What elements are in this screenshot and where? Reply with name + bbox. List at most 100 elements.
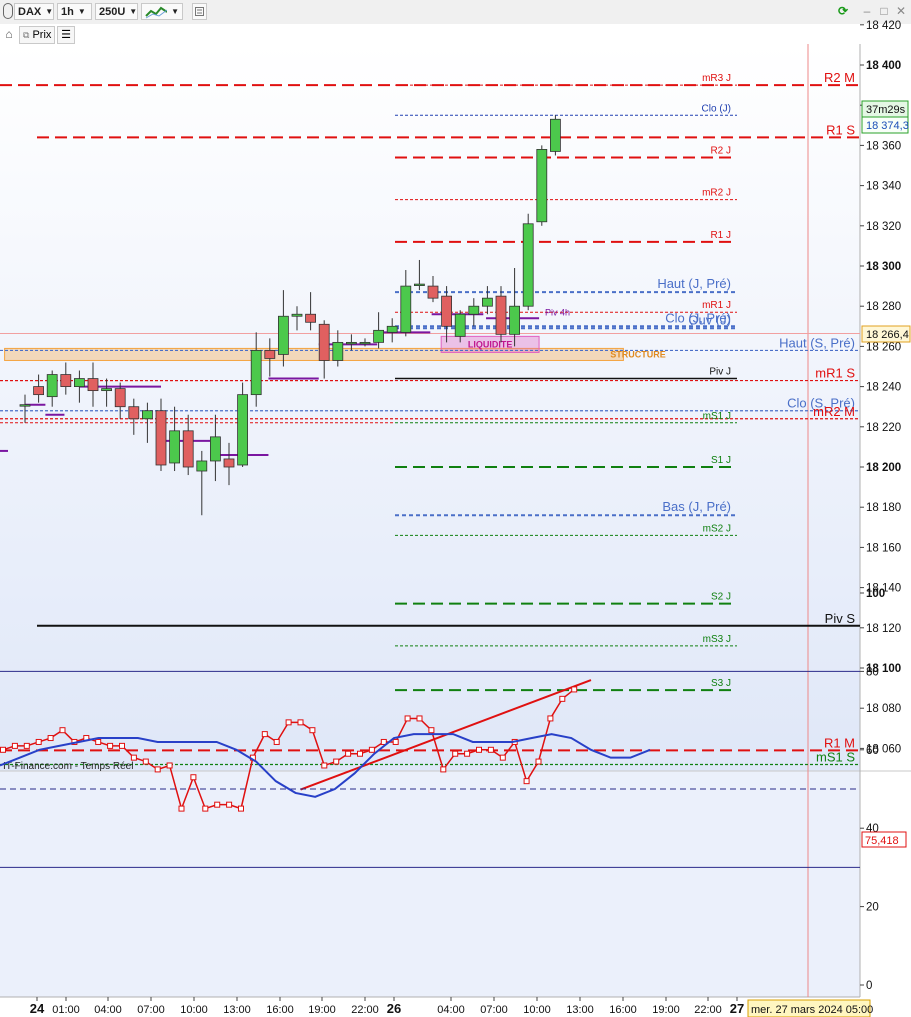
rsi-point bbox=[119, 742, 125, 749]
timeframe-label: 1h bbox=[61, 5, 74, 18]
candle[interactable] bbox=[19, 394, 31, 423]
candle[interactable] bbox=[46, 370, 58, 407]
pivot-4h-label: Piv 4h bbox=[545, 307, 570, 317]
candle[interactable] bbox=[400, 270, 412, 337]
level-major-3: mR1 S bbox=[0, 366, 860, 382]
refresh-icon[interactable]: ⟳ bbox=[837, 4, 849, 18]
candle-body bbox=[345, 341, 357, 345]
level-daily-5: Haut (J, Pré) bbox=[395, 276, 737, 294]
rsi-point bbox=[261, 731, 268, 738]
rsi-point bbox=[547, 715, 554, 722]
rsi-point bbox=[0, 746, 6, 753]
rsi-point bbox=[130, 754, 137, 761]
candle[interactable] bbox=[169, 406, 181, 472]
candle[interactable] bbox=[250, 332, 262, 407]
candle[interactable] bbox=[373, 312, 385, 349]
candle[interactable] bbox=[481, 286, 493, 315]
x-tick-label: 13:00 bbox=[566, 1004, 594, 1016]
candle[interactable] bbox=[237, 382, 249, 467]
candle[interactable] bbox=[264, 338, 276, 377]
minimize-icon[interactable]: – bbox=[863, 4, 871, 18]
candle[interactable] bbox=[209, 414, 221, 482]
candle[interactable] bbox=[509, 268, 521, 347]
candle[interactable] bbox=[359, 338, 371, 347]
candle[interactable] bbox=[155, 398, 167, 472]
candle[interactable] bbox=[60, 362, 72, 395]
rsi-point bbox=[452, 750, 459, 757]
zone-label: STRUCTURE bbox=[610, 349, 666, 359]
candle[interactable] bbox=[182, 414, 194, 476]
timeframe-select[interactable]: 1h ▼ bbox=[57, 3, 92, 20]
rsi-point bbox=[142, 758, 149, 765]
level-daily-13: mS2 J bbox=[395, 523, 737, 536]
rsi-point bbox=[464, 750, 471, 757]
candle[interactable] bbox=[223, 442, 235, 486]
rsi-last-text: 75,418 bbox=[865, 835, 899, 847]
candle[interactable] bbox=[305, 292, 317, 331]
close-icon[interactable]: ✕ bbox=[895, 4, 907, 18]
candle-body bbox=[114, 388, 126, 408]
level-label: R1 M bbox=[824, 735, 855, 750]
candle[interactable] bbox=[386, 318, 398, 343]
rsi-point bbox=[333, 758, 340, 765]
candle-body bbox=[60, 374, 72, 388]
rsi-point bbox=[47, 735, 54, 742]
candle[interactable] bbox=[495, 286, 507, 343]
link-icon: ⧉ bbox=[23, 30, 30, 40]
rsi-point bbox=[357, 750, 363, 757]
candle[interactable] bbox=[345, 334, 357, 351]
properties-button[interactable] bbox=[192, 3, 207, 20]
candle[interactable] bbox=[427, 276, 439, 303]
rsi-point bbox=[190, 774, 197, 781]
rsi-tick-label: 100 bbox=[866, 588, 885, 600]
candle[interactable] bbox=[468, 298, 480, 327]
candle[interactable] bbox=[318, 320, 330, 379]
candle[interactable] bbox=[87, 362, 99, 407]
candle[interactable] bbox=[441, 286, 453, 343]
candle[interactable] bbox=[291, 306, 303, 331]
level-label: mR1 J bbox=[702, 300, 731, 311]
price-panel-bg bbox=[0, 44, 860, 771]
bars-select[interactable]: 250U ▼ bbox=[95, 3, 138, 20]
candle[interactable] bbox=[128, 398, 140, 435]
level-label: R1 J bbox=[710, 230, 731, 241]
candle-body bbox=[209, 436, 221, 462]
candle-body bbox=[359, 341, 371, 345]
candle[interactable] bbox=[196, 450, 208, 516]
x-tick-label: 04:00 bbox=[94, 1004, 122, 1016]
drawing-tool-icon[interactable]: ⌂ bbox=[5, 27, 13, 41]
indicator-button[interactable]: ▼ bbox=[141, 3, 183, 20]
candle-body bbox=[87, 378, 99, 392]
candle[interactable] bbox=[522, 213, 534, 311]
candle[interactable] bbox=[536, 145, 548, 226]
x-axis: 24 01:00 04:00 07:00 10:00 13:00 16:00 19:00 22:… bbox=[30, 997, 744, 1016]
candle-body bbox=[155, 410, 167, 466]
candle-body bbox=[318, 323, 330, 361]
rsi-point bbox=[487, 746, 494, 753]
candle[interactable] bbox=[413, 259, 425, 291]
x-tick-label: 01:00 bbox=[52, 1004, 80, 1016]
candle[interactable] bbox=[33, 374, 44, 403]
x-axis-bg bbox=[0, 997, 911, 1017]
rsi-point bbox=[238, 805, 244, 812]
candle[interactable] bbox=[114, 382, 126, 419]
menu-icon[interactable]: ☰ bbox=[57, 26, 75, 44]
y-tick-label: 18 260 bbox=[866, 341, 901, 353]
candle-body bbox=[264, 350, 276, 359]
candle[interactable] bbox=[74, 370, 85, 403]
candle[interactable] bbox=[101, 378, 112, 407]
badge-box bbox=[861, 325, 911, 343]
instrument-select[interactable]: DAX ▼ bbox=[14, 3, 54, 20]
candle[interactable] bbox=[454, 310, 466, 343]
candle-body bbox=[509, 305, 521, 335]
candle[interactable] bbox=[550, 115, 561, 156]
maximize-icon[interactable]: □ bbox=[880, 4, 888, 18]
price-tab[interactable]: ⧉ Prix bbox=[19, 26, 56, 44]
candle[interactable] bbox=[332, 330, 344, 367]
candle[interactable] bbox=[277, 290, 289, 367]
candle[interactable] bbox=[141, 402, 153, 443]
level-label: mR2 J bbox=[702, 188, 731, 199]
